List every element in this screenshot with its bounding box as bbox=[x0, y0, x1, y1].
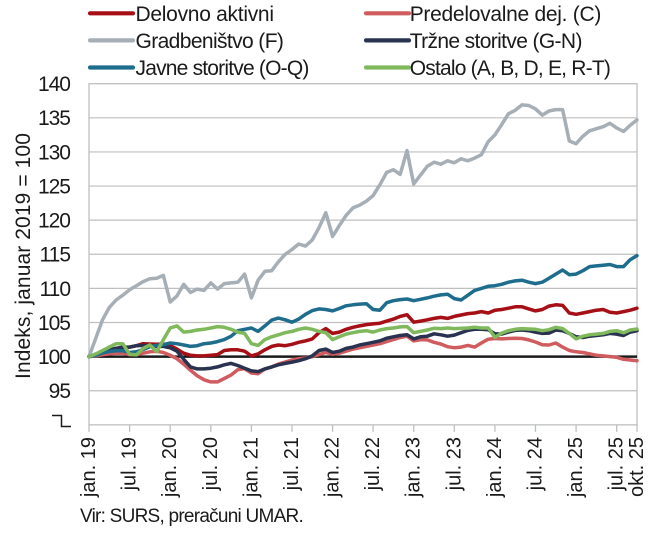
svg-text:jul. 20: jul. 20 bbox=[200, 437, 222, 491]
svg-text:jan. 24: jan. 24 bbox=[484, 437, 506, 498]
svg-text:jul. 22: jul. 22 bbox=[362, 437, 384, 491]
svg-text:Ostalo (A, B, D, E, R-T): Ostalo (A, B, D, E, R-T) bbox=[410, 57, 610, 80]
svg-text:jul. 24: jul. 24 bbox=[525, 437, 547, 491]
svg-text:135: 135 bbox=[38, 107, 70, 130]
svg-text:jan. 21: jan. 21 bbox=[240, 437, 262, 498]
svg-text:95: 95 bbox=[49, 380, 71, 403]
svg-text:Delovno aktivni: Delovno aktivni bbox=[136, 3, 274, 26]
svg-text:Indeks, januar 2019 = 100: Indeks, januar 2019 = 100 bbox=[12, 133, 35, 379]
svg-text:115: 115 bbox=[40, 244, 71, 267]
svg-text:Javne storitve (O-Q): Javne storitve (O-Q) bbox=[136, 57, 309, 80]
svg-text:Tržne storitve (G-N): Tržne storitve (G-N) bbox=[410, 30, 582, 53]
svg-text:jan. 25: jan. 25 bbox=[565, 437, 587, 498]
svg-text:105: 105 bbox=[38, 312, 70, 335]
svg-text:100: 100 bbox=[38, 346, 70, 369]
svg-text:140: 140 bbox=[38, 73, 70, 96]
svg-text:jul. 25: jul. 25 bbox=[606, 437, 628, 491]
svg-text:Gradbeništvo (F): Gradbeništvo (F) bbox=[136, 30, 284, 53]
svg-text:110: 110 bbox=[40, 278, 71, 301]
svg-text:jul. 23: jul. 23 bbox=[443, 437, 465, 491]
svg-text:125: 125 bbox=[38, 175, 70, 198]
svg-text:Vir: SURS, preračuni UMAR.: Vir: SURS, preračuni UMAR. bbox=[80, 506, 303, 527]
svg-text:okt. 25: okt. 25 bbox=[626, 437, 648, 497]
svg-text:jul. 19: jul. 19 bbox=[119, 437, 141, 491]
svg-text:jan. 20: jan. 20 bbox=[159, 437, 181, 498]
svg-text:jan. 22: jan. 22 bbox=[322, 437, 344, 498]
svg-text:jan. 23: jan. 23 bbox=[403, 437, 425, 498]
svg-text:jan. 19: jan. 19 bbox=[78, 437, 100, 498]
svg-text:Predelovalne dej. (C): Predelovalne dej. (C) bbox=[410, 3, 601, 26]
svg-text:jul. 21: jul. 21 bbox=[281, 437, 303, 491]
svg-text:130: 130 bbox=[38, 141, 70, 164]
svg-text:120: 120 bbox=[38, 210, 70, 233]
